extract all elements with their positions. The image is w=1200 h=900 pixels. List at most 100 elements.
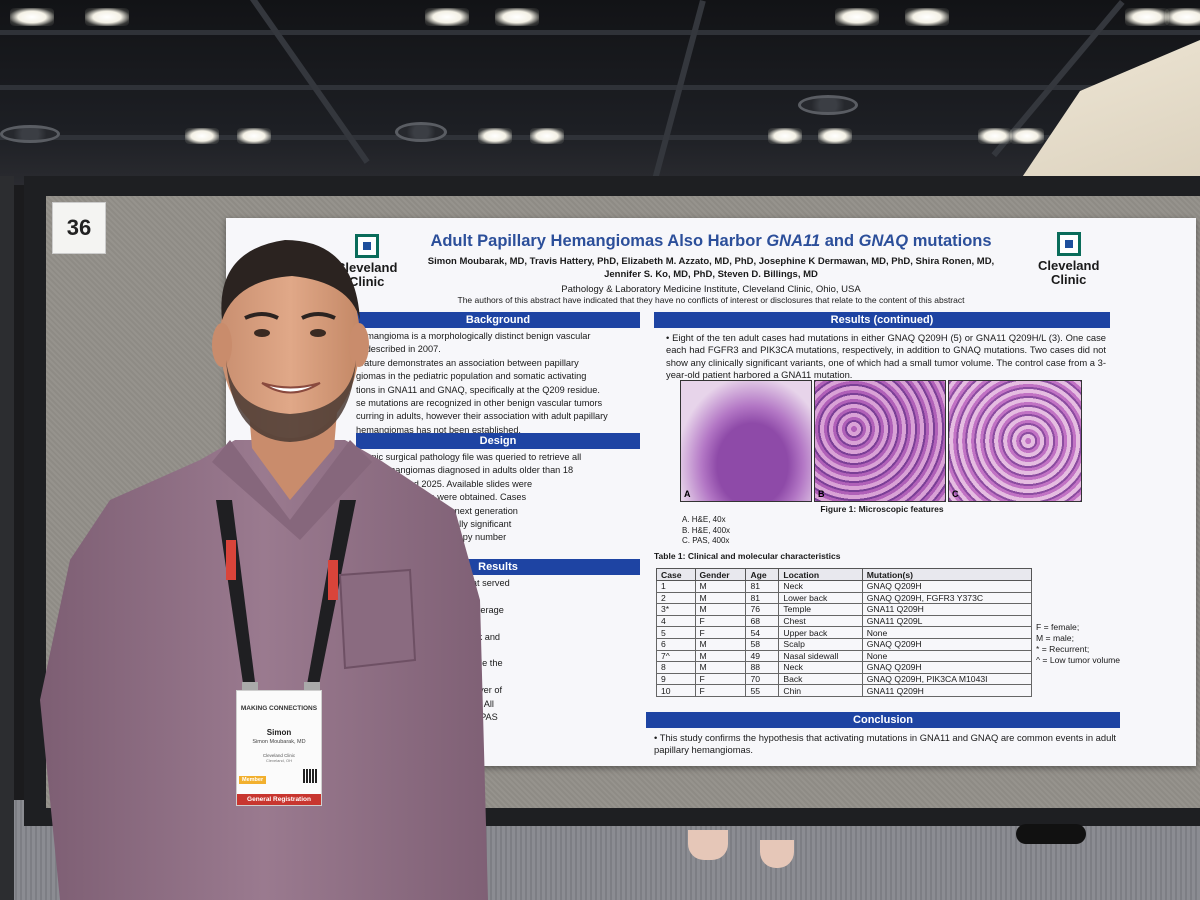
ceiling-beam xyxy=(0,30,1200,35)
table-cell: Chest xyxy=(778,614,863,628)
table-cell: GNAQ Q209H xyxy=(861,580,1033,593)
table-row: 1 M 81 Neck GNAQ Q209H xyxy=(656,580,1033,593)
table-row: 9 F 70 Back GNAQ Q209H, PIK3CA M1043I xyxy=(656,672,1033,686)
ceiling-light xyxy=(1165,8,1200,26)
section-header-conclusion: Conclusion xyxy=(646,712,1120,728)
section-header-results-continued: Results (continued) xyxy=(654,312,1110,328)
design-text: ctronic surgical pathology file was quer… xyxy=(356,451,636,545)
poster-title: Adult Papillary Hemangiomas Also Harbor … xyxy=(430,232,992,250)
ceiling-light xyxy=(818,128,852,144)
table-cell: M xyxy=(694,580,747,593)
table-cell: 1 xyxy=(656,580,696,593)
mutation-table: Case Gender Age Location Mutation(s) 1 M 81 Nec… xyxy=(656,568,1033,697)
text-line: ctronic surgical pathology file was quer… xyxy=(356,452,582,462)
ceiling-light xyxy=(1125,8,1169,26)
text-line: giomas in the pediatric population and s… xyxy=(356,371,587,382)
text-line: illary hemangiomas diagnosed in adults o… xyxy=(356,465,574,476)
table-cell: GNAQ Q209H xyxy=(861,661,1033,674)
badge-full-name: Simon Moubarak, MD xyxy=(252,739,306,745)
badge-qr-icon xyxy=(303,769,317,783)
text-line: e evaluated by targeted next generation xyxy=(356,505,518,516)
table-cell: GNA11 Q209H xyxy=(861,603,1033,616)
table-cell: None xyxy=(861,649,1033,663)
text-line: se mutations are recognized in other ben… xyxy=(356,398,603,409)
background-person-feet xyxy=(688,830,798,876)
table-cell: Scalp xyxy=(778,637,863,651)
table-cell: F xyxy=(694,626,747,639)
text-line: ata and information were obtained. Cases xyxy=(356,492,527,503)
ceiling-light xyxy=(495,8,539,26)
table-cell: M xyxy=(694,591,747,605)
text-line: st described in 2007. xyxy=(356,344,441,355)
text-line: tential presence of clinically significa… xyxy=(356,519,512,530)
table-row: 5 F 54 Upper back None xyxy=(656,626,1033,639)
table-cell: F xyxy=(694,672,747,686)
research-poster: Cleveland Clinic Cleveland Clinic Adult Pa… xyxy=(226,218,1196,766)
badge-event: MAKING CONNECTIONS xyxy=(240,705,318,712)
table-cell: M xyxy=(694,637,747,651)
table-cell: 76 xyxy=(745,603,780,616)
ceiling-light xyxy=(978,128,1012,144)
ceiling-light xyxy=(1010,128,1044,144)
conclusion-text: • This study confirms the hypothesis tha… xyxy=(654,732,1117,756)
section-header-design: Design xyxy=(356,433,640,449)
results-continued-text: • Eight of the ten adult cases had mutat… xyxy=(666,332,1106,381)
cleveland-clinic-logo-right: Cleveland Clinic xyxy=(1038,232,1099,287)
text-line: ent papillary hemangioma, while the xyxy=(356,658,503,669)
background-text: hemangioma is a morphologically distinct… xyxy=(356,330,636,437)
table-cell: None xyxy=(861,626,1033,639)
table-header-cell: Age xyxy=(745,568,780,581)
table-cell: GNA11 Q209L xyxy=(861,614,1033,628)
table-row: 6 M 58 Scalp GNAQ Q209H xyxy=(656,637,1033,651)
ceiling-vent xyxy=(798,95,858,115)
badge-registration: General Registration xyxy=(237,794,321,805)
ceiling-light xyxy=(905,8,949,26)
text-line: ses had a hobnail appearance. All xyxy=(356,698,494,709)
table-header-cell: Location xyxy=(778,568,863,581)
text-line: able for molecular testing. xyxy=(356,591,462,602)
table-cell: M xyxy=(694,649,747,663)
table-row: 7^ M 49 Nasal sidewall None xyxy=(656,649,1033,663)
ceiling-light xyxy=(10,8,54,26)
table-cell: F xyxy=(694,614,747,628)
table-header-cell: Case xyxy=(656,568,696,581)
table-row: 10 F 55 Chin GNA11 Q209H xyxy=(656,684,1033,697)
ceiling-beam xyxy=(0,85,1200,90)
table-cell: 2 xyxy=(656,591,696,605)
text-line: onstrated in Figure 1. xyxy=(356,752,443,763)
text-line: oses. xyxy=(356,671,378,682)
table-cell: 54 xyxy=(745,626,780,639)
poster-disclosure: The authors of this abstract have indica… xyxy=(457,295,965,305)
text-line xyxy=(356,644,636,656)
table-cell: 10 xyxy=(656,684,696,697)
table-cell: Back xyxy=(778,672,863,686)
table-cell: 49 xyxy=(745,649,780,663)
table-cell: F xyxy=(694,684,747,697)
table-cell: 55 xyxy=(745,684,780,697)
poster-affiliation: Pathology & Laboratory Medicine Institut… xyxy=(561,284,861,295)
table-cell: 3* xyxy=(656,603,696,616)
background-shoes xyxy=(1016,824,1086,844)
table-cell: GNAQ Q209H xyxy=(861,637,1033,651)
table-cell: 88 xyxy=(745,661,780,674)
table-cell: 7^ xyxy=(656,649,696,663)
text-line: hemangioma is a morphologically distinct… xyxy=(356,331,591,341)
ceiling-light xyxy=(835,8,879,26)
ceiling-light xyxy=(185,128,219,144)
micrograph-a: A xyxy=(680,380,812,502)
table-cell: Lower back xyxy=(778,591,863,605)
logo-mark-icon xyxy=(1056,232,1081,256)
table-cell: Neck xyxy=(778,580,863,593)
text-line: ween 2019 and 2025. Available slides wer… xyxy=(356,478,533,489)
badge-org: Cleveland Clinic xyxy=(262,753,296,758)
section-header-results: Results xyxy=(356,559,640,575)
ceiling-light xyxy=(85,8,129,26)
ceiling-vent xyxy=(395,122,447,142)
table-cell: M xyxy=(694,661,747,674)
table-cell: 58 xyxy=(745,637,780,651)
ceiling-light xyxy=(425,8,469,26)
text-line: curring in adults, however their associa… xyxy=(356,411,608,422)
table-cell: 68 xyxy=(745,614,780,628)
table-caption: Table 1: Clinical and molecular characte… xyxy=(654,551,841,561)
ceiling-light xyxy=(478,128,512,144)
